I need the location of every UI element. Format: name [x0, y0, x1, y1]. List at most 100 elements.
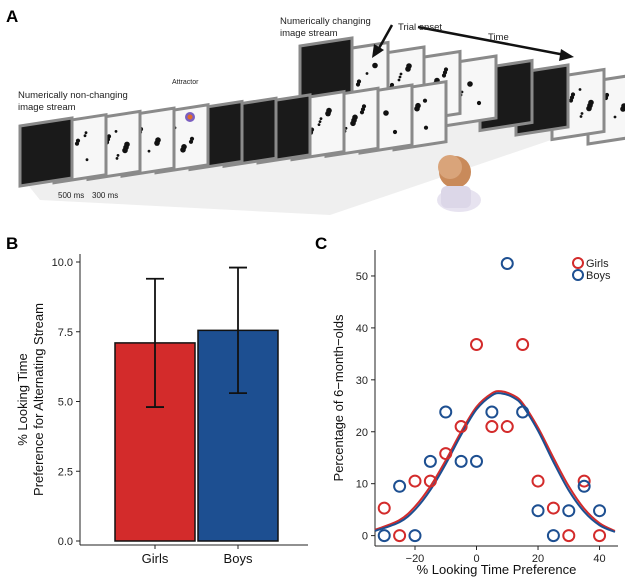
data-point-boys	[593, 504, 607, 518]
data-point-girls	[562, 529, 576, 543]
stimulus-dot	[586, 105, 592, 112]
y-tick-label: 40	[356, 323, 368, 335]
data-point-girls	[531, 474, 545, 488]
y-tick-label: 10.0	[52, 257, 73, 269]
stimulus-dot	[115, 157, 119, 160]
data-point-boys	[531, 504, 545, 518]
x-tick-label: −20	[406, 553, 425, 565]
data-point-girls	[516, 338, 530, 352]
x-tick-label: Boys	[224, 551, 253, 566]
stimulus-dot	[188, 139, 194, 144]
time-arrowhead	[559, 49, 574, 61]
stimulus-dot	[180, 147, 186, 153]
fit-curve-boys	[374, 392, 616, 533]
legend-label-girls: Girls	[586, 258, 609, 270]
stimulus-dot	[74, 141, 80, 146]
x-axis-title: % Looking Time Preference	[417, 562, 577, 577]
data-point-girls	[454, 420, 468, 434]
time-arrow	[417, 25, 566, 57]
data-point-girls	[500, 420, 514, 434]
stimulus-dot	[122, 147, 128, 154]
stimulus-dot	[414, 105, 420, 112]
data-point-girls	[470, 338, 484, 352]
x-tick-label: 40	[593, 553, 605, 565]
stimulus-dot	[392, 129, 398, 135]
label-time: Time	[488, 32, 509, 43]
stimulus-dot	[365, 72, 369, 75]
stimulus-dot	[397, 78, 401, 82]
stimulus-dot	[422, 98, 428, 103]
data-point-boys	[562, 504, 576, 518]
y-tick-label: 30	[356, 375, 368, 387]
stimulus-dot	[441, 73, 447, 78]
stimulus-dot	[355, 82, 361, 87]
image-stream	[18, 36, 625, 188]
x-tick-label: 20	[532, 553, 544, 565]
y-tick-label: 2.5	[58, 466, 73, 478]
data-point-girls	[546, 501, 560, 515]
label-nonchanging-line1: Numerically non-changing	[18, 90, 128, 101]
y-tick-label: 10	[356, 479, 368, 491]
stimulus-frame	[18, 116, 74, 188]
fit-curve-girls	[374, 390, 616, 532]
data-point-girls	[408, 474, 422, 488]
y-axis-title: Percentage of 6−month−olds	[331, 314, 346, 481]
panel-b: B 0.0 2.5 5.0 7.5 10.0 Girls Boys % Looking Tim…	[6, 234, 308, 566]
data-point-boys	[454, 454, 468, 468]
data-point-boys	[439, 405, 453, 419]
data-point-girls	[439, 447, 453, 461]
stimulus-dot	[405, 66, 411, 72]
data-point-boys	[470, 454, 484, 468]
data-point-boys	[423, 454, 437, 468]
infant-illustration	[437, 155, 481, 212]
stimulus-dot	[83, 134, 87, 138]
stimulus-dot	[359, 110, 365, 115]
bar-chart: 0.0 2.5 5.0 7.5 10.0 Girls Boys % Looking Time P…	[15, 254, 308, 566]
label-changing-line1: Numerically changing	[280, 16, 371, 27]
stimulus-dot	[423, 125, 429, 130]
data-point-girls	[393, 529, 407, 543]
legend-label-boys: Boys	[586, 270, 611, 282]
data-point-girls	[577, 474, 591, 488]
stimulus-dot	[318, 120, 322, 123]
data-point-girls	[485, 420, 499, 434]
stimulus-dot	[383, 110, 389, 116]
data-point-girls	[423, 474, 437, 488]
stimulus-dot	[116, 154, 120, 157]
y-tick-label: 0	[362, 531, 368, 543]
stimulus-dot	[147, 149, 151, 153]
label-500ms: 500 ms	[58, 191, 84, 200]
y-tick-label: 5.0	[58, 397, 73, 409]
trial-onset-arrow	[376, 24, 394, 51]
stimulus-dot	[319, 117, 323, 120]
data-point-boys	[408, 529, 422, 543]
panel-c-letter: C	[315, 234, 327, 253]
stimulus-dot	[325, 110, 331, 117]
stimulus-dot	[476, 100, 482, 106]
panel-a: A Numerically changing image stream Nume…	[6, 7, 625, 215]
panel-b-letter: B	[6, 234, 18, 253]
label-300ms: 300 ms	[92, 191, 118, 200]
data-point-boys	[516, 405, 530, 419]
x-tick-label: 0	[473, 553, 479, 565]
label-changing-line2: image stream	[280, 28, 338, 39]
stimulus-dot	[85, 158, 89, 162]
y-tick-label: 50	[356, 271, 368, 283]
stimulus-dot	[613, 115, 617, 119]
stimulus-dot	[580, 112, 584, 115]
label-nonchanging-line2: image stream	[18, 102, 76, 113]
stimulus-dot	[399, 72, 403, 76]
attractor-icon	[185, 112, 195, 122]
label-trial-onset: Trial onset	[398, 22, 442, 33]
data-point-boys	[377, 529, 391, 543]
stimulus-dot	[114, 130, 118, 133]
stimulus-dot	[620, 106, 625, 112]
stimulus-dot	[578, 88, 582, 91]
label-attractor: Attractor	[172, 79, 199, 86]
y-axis-title-line1: % Looking Time	[15, 353, 30, 446]
y-tick-label: 20	[356, 427, 368, 439]
stimulus-dot	[467, 81, 473, 87]
panel-a-letter: A	[6, 7, 18, 26]
